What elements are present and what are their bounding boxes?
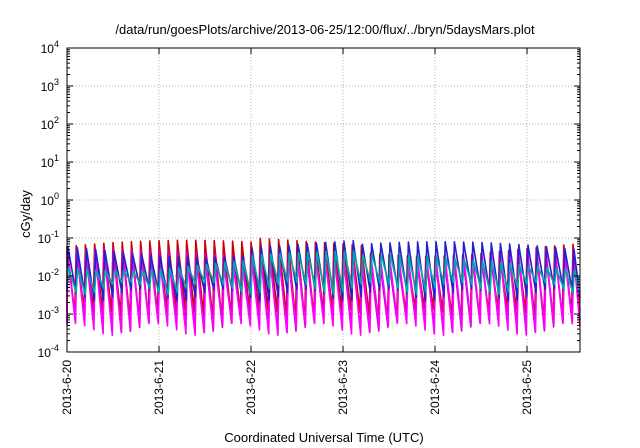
chart-title: /data/run/goesPlots/archive/2013-06-25/1… (115, 22, 535, 37)
y-tick-label: 10-4 (38, 343, 59, 360)
x-axis: 2013-6-20 2013-6-21 2013-6-22 2013-6-23 2013… (60, 48, 534, 415)
series-line (66, 250, 581, 296)
y-tick-label: 10-3 (38, 305, 59, 322)
y-tick-label: 101 (41, 153, 59, 170)
series-lines (66, 237, 581, 337)
y-tick-label: 10-1 (38, 229, 59, 246)
y-tick-label: 10-2 (38, 267, 59, 284)
y-tick-label: 102 (41, 115, 59, 132)
x-axis-label: Coordinated Universal Time (UTC) (224, 430, 423, 445)
series-line (66, 239, 581, 302)
x-tick-label: 2013-6-20 (60, 360, 74, 415)
x-tick-label: 2013-6-25 (520, 360, 534, 415)
y-tick-label: 103 (41, 77, 59, 94)
x-tick-label: 2013-6-22 (244, 360, 258, 415)
y-tick-label: 100 (41, 191, 59, 208)
x-tick-label: 2013-6-21 (152, 360, 166, 415)
y-axis: 10-4 10-3 10-2 10-1 100 101 102 103 104 (38, 39, 580, 360)
x-tick-label: 2013-6-23 (336, 360, 350, 415)
y-tick-label: 104 (41, 39, 59, 56)
x-tick-label: 2013-6-24 (428, 360, 442, 415)
y-axis-label: cGy/day (18, 190, 33, 238)
